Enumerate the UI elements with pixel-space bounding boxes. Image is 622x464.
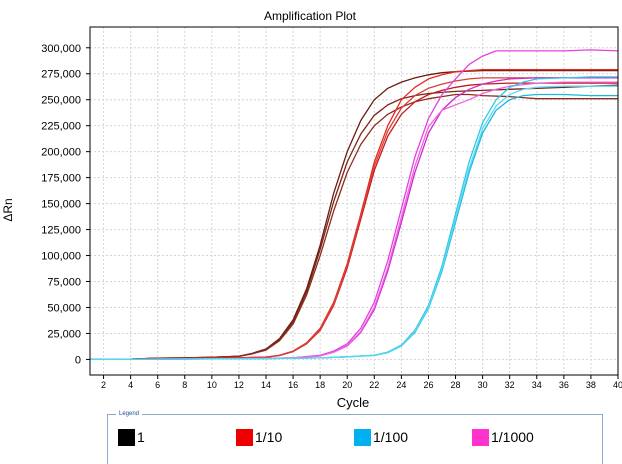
y-axis-label: ΔRn [1, 198, 15, 221]
legend-label: 1/1000 [491, 429, 534, 445]
x-tick-label: 4 [128, 380, 133, 390]
axis-ticks: 2 4 6 8 10 12 14 16 18 20 22 24 26 28 30 32 34 36 38 40025,… [41, 43, 622, 390]
legend: Legend 1 1/10 1/100 1/1000 [107, 409, 603, 464]
x-tick-label: 38 [586, 380, 596, 390]
y-tick-label: 25,000 [47, 328, 81, 340]
y-tick-label: 250,000 [41, 95, 81, 107]
x-tick-label: 8 [182, 380, 187, 390]
x-tick-label: 40 [613, 380, 622, 390]
legend-item-1: 1 [118, 428, 145, 446]
x-tick-label: 16 [288, 380, 298, 390]
amplification-curve-10 [89, 76, 618, 361]
x-tick-label: 20 [342, 380, 352, 390]
amplification-curve-8 [89, 77, 618, 361]
y-tick-label: 150,000 [41, 199, 81, 211]
series-layer [89, 49, 619, 361]
legend-swatch [236, 428, 253, 446]
x-tick-label: 14 [261, 380, 271, 390]
amplification-curve-1 [89, 69, 618, 361]
legend-item-1-1000: 1/1000 [472, 428, 534, 446]
x-tick-label: 18 [315, 380, 325, 390]
x-tick-label: 24 [396, 380, 406, 390]
y-tick-label: 0 [75, 354, 81, 366]
y-tick-label: 225,000 [41, 121, 81, 133]
plot-frame [89, 26, 619, 376]
legend-item-1-100: 1/100 [354, 428, 408, 446]
amplification-curve-4 [89, 68, 618, 361]
legend-title: Legend [116, 409, 143, 419]
y-tick-label: 175,000 [41, 173, 81, 185]
x-tick-label: 32 [505, 380, 515, 390]
x-tick-label: 36 [559, 380, 569, 390]
amplification-curve-6 [89, 77, 618, 361]
y-tick-label: 275,000 [41, 69, 81, 81]
x-tick-label: 6 [155, 380, 160, 390]
x-tick-label: 26 [423, 380, 433, 390]
x-tick-label: 22 [369, 380, 379, 390]
amplification-curve-3 [89, 93, 618, 361]
x-axis-label: Cycle [337, 395, 370, 410]
x-tick-label: 34 [532, 380, 542, 390]
y-tick-label: 75,000 [47, 277, 81, 289]
y-tick-label: 50,000 [47, 302, 81, 314]
legend-label: 1 [137, 429, 145, 445]
y-tick-label: 100,000 [41, 251, 81, 263]
chart-title: Amplification Plot [264, 9, 357, 23]
amplification-curve-11 [89, 93, 618, 361]
legend-swatch [472, 428, 489, 446]
x-tick-label: 30 [478, 380, 488, 390]
legend-swatch [118, 428, 135, 446]
legend-label: 1/100 [373, 429, 409, 445]
amplification-curve-2 [89, 84, 619, 361]
x-tick-label: 2 [101, 380, 106, 390]
x-tick-label: 12 [234, 380, 244, 390]
x-tick-label: 10 [207, 380, 217, 390]
legend-label: 1/10 [255, 429, 283, 445]
amplification-curve-9 [89, 81, 618, 361]
y-tick-label: 125,000 [41, 225, 81, 237]
y-tick-label: 200,000 [41, 147, 81, 159]
grid [90, 27, 619, 375]
legend-item-1-10: 1/10 [236, 428, 282, 446]
amplification-curve-5 [89, 82, 618, 361]
y-tick-label: 300,000 [41, 43, 81, 55]
x-tick-label: 28 [451, 380, 461, 390]
amplification-curve-12 [89, 85, 618, 361]
legend-swatch [354, 428, 371, 446]
amplification-curve-7 [89, 49, 619, 361]
